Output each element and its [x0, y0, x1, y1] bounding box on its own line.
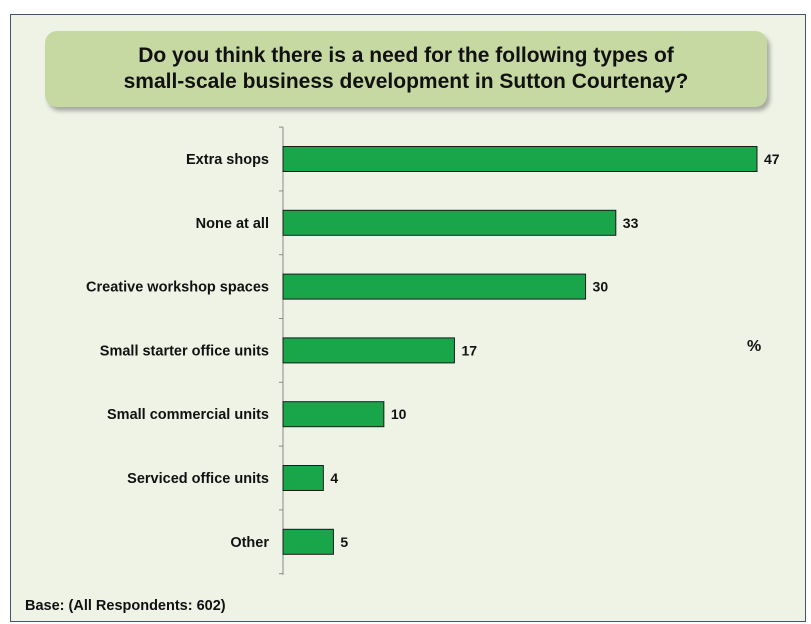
data-label: 17	[461, 342, 477, 358]
category-label: Other	[230, 535, 269, 551]
unit-label: %	[747, 338, 762, 355]
data-label: 47	[764, 151, 780, 167]
bar-chart: Extra shops 47 None at all 33 Creative works…	[86, 126, 780, 575]
category-label: Small commercial units	[107, 407, 269, 423]
bar	[282, 465, 324, 491]
category-label: Creative workshop spaces	[86, 280, 269, 296]
data-label: 33	[623, 215, 639, 231]
data-label: 5	[340, 534, 348, 550]
bar	[282, 209, 617, 236]
bar	[282, 337, 455, 364]
category-label: Small starter office units	[100, 343, 269, 359]
category-label: None at all	[196, 216, 269, 232]
category-label: Serviced office units	[127, 471, 269, 487]
bar	[282, 528, 334, 555]
category-label: Extra shops	[186, 152, 269, 168]
chart-title-line-1: Do you think there is a need for the fol…	[138, 44, 674, 67]
data-label: 30	[593, 279, 609, 295]
base-note: Base: (All Respondents: 602)	[25, 598, 226, 614]
bar	[282, 401, 385, 428]
bar	[282, 273, 587, 300]
chart-title-line-2: small-scale business development in Sutt…	[123, 70, 689, 93]
chart-title-box: Do you think there is a need for the fol…	[45, 31, 767, 107]
bar	[282, 146, 758, 172]
chart-panel: Do you think there is a need for the fol…	[10, 14, 806, 622]
data-label: 10	[391, 406, 407, 422]
data-label: 4	[330, 470, 338, 486]
